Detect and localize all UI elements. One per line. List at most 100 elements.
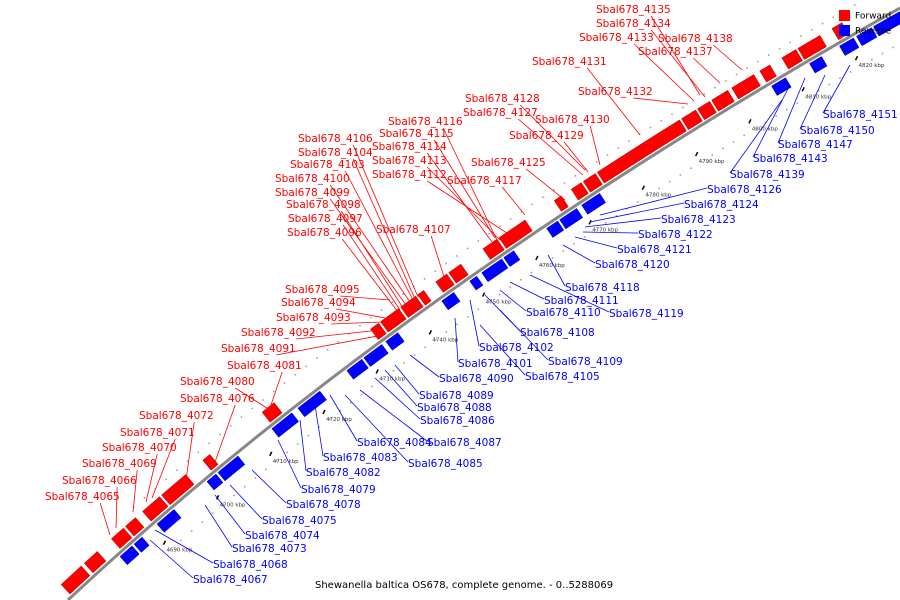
reverse-gene-label[interactable]: Sbal678_4087 xyxy=(427,437,502,449)
forward-gene-block[interactable] xyxy=(759,64,777,83)
forward-gene-block[interactable] xyxy=(498,219,533,249)
reverse-gene-label[interactable]: Sbal678_4143 xyxy=(753,153,828,165)
forward-gene-label[interactable]: Sbal678_4098 xyxy=(286,199,361,211)
forward-gene-label[interactable]: Sbal678_4092 xyxy=(241,327,316,339)
reverse-gene-label[interactable]: Sbal678_4120 xyxy=(595,259,670,271)
forward-gene-label[interactable]: Sbal678_4094 xyxy=(281,297,356,309)
reverse-gene-label[interactable]: Sbal678_4079 xyxy=(301,484,376,496)
forward-gene-block[interactable] xyxy=(111,527,133,549)
reverse-gene-label[interactable]: Sbal678_4147 xyxy=(778,139,853,151)
reverse-gene-label[interactable]: Sbal678_4082 xyxy=(306,467,381,479)
forward-gene-label[interactable]: Sbal678_4138 xyxy=(658,33,733,45)
reverse-gene-label[interactable]: Sbal678_4073 xyxy=(232,543,307,555)
reverse-gene-label[interactable]: Sbal678_4122 xyxy=(638,229,713,241)
reverse-gene-block[interactable] xyxy=(771,77,792,96)
reverse-gene-label[interactable]: Sbal678_4111 xyxy=(544,295,619,307)
forward-gene-block[interactable] xyxy=(83,551,107,574)
forward-gene-label[interactable]: Sbal678_4131 xyxy=(532,56,607,68)
reverse-gene-label[interactable]: Sbal678_4139 xyxy=(730,169,805,181)
forward-gene-label[interactable]: Sbal678_4071 xyxy=(120,427,195,439)
forward-gene-label[interactable]: Sbal678_4080 xyxy=(180,376,255,388)
reverse-gene-label[interactable]: Sbal678_4074 xyxy=(245,530,320,542)
forward-gene-block[interactable] xyxy=(570,182,589,201)
forward-gene-label[interactable]: Sbal678_4066 xyxy=(62,475,137,487)
forward-gene-block[interactable] xyxy=(582,173,603,193)
forward-gene-block[interactable] xyxy=(781,49,803,70)
forward-gene-block[interactable] xyxy=(400,295,424,318)
reverse-gene-block[interactable] xyxy=(271,412,299,438)
forward-gene-block[interactable] xyxy=(797,35,827,60)
reverse-gene-label[interactable]: Sbal678_4105 xyxy=(525,371,600,383)
reverse-gene-block[interactable] xyxy=(469,275,484,291)
forward-gene-label[interactable]: Sbal678_4091 xyxy=(221,343,296,355)
reverse-gene-label[interactable]: Sbal678_4089 xyxy=(419,390,494,402)
forward-gene-label[interactable]: Sbal678_4129 xyxy=(509,130,584,142)
reverse-gene-block[interactable] xyxy=(856,27,878,47)
forward-gene-label[interactable]: Sbal678_4135 xyxy=(596,4,671,16)
reverse-gene-label[interactable]: Sbal678_4124 xyxy=(684,199,759,211)
forward-gene-label[interactable]: Sbal678_4130 xyxy=(535,114,610,126)
forward-gene-block[interactable] xyxy=(697,101,717,121)
forward-gene-block[interactable] xyxy=(596,119,687,184)
reverse-gene-label[interactable]: Sbal678_4119 xyxy=(609,308,684,320)
reverse-gene-label[interactable]: Sbal678_4150 xyxy=(800,125,875,137)
reverse-gene-block[interactable] xyxy=(346,358,369,380)
forward-gene-block[interactable] xyxy=(435,273,455,293)
reverse-gene-label[interactable]: Sbal678_4078 xyxy=(286,499,361,511)
forward-gene-label[interactable]: Sbal678_4132 xyxy=(578,86,653,98)
reverse-gene-block[interactable] xyxy=(559,208,584,230)
reverse-gene-label[interactable]: Sbal678_4083 xyxy=(323,452,398,464)
forward-gene-label[interactable]: Sbal678_4134 xyxy=(596,18,671,30)
forward-gene-label[interactable]: Sbal678_4133 xyxy=(579,32,654,44)
forward-gene-block[interactable] xyxy=(731,74,761,100)
reverse-gene-label[interactable]: Sbal678_4067 xyxy=(193,574,268,586)
reverse-gene-label[interactable]: Sbal678_4110 xyxy=(526,307,601,319)
forward-gene-block[interactable] xyxy=(202,454,219,471)
forward-gene-label[interactable]: Sbal678_4127 xyxy=(463,107,538,119)
forward-gene-label[interactable]: Sbal678_4107 xyxy=(376,224,451,236)
reverse-gene-label[interactable]: Sbal678_4126 xyxy=(707,184,782,196)
forward-gene-block[interactable] xyxy=(380,308,407,333)
forward-gene-label[interactable]: Sbal678_4116 xyxy=(388,116,463,128)
reverse-gene-block[interactable] xyxy=(581,192,606,215)
reverse-gene-label[interactable]: Sbal678_4102 xyxy=(479,342,554,354)
forward-gene-label[interactable]: Sbal678_4103 xyxy=(290,159,365,171)
reverse-gene-block[interactable] xyxy=(119,545,140,566)
forward-gene-block[interactable] xyxy=(142,496,169,522)
forward-gene-block[interactable] xyxy=(417,290,432,306)
reverse-gene-block[interactable] xyxy=(206,473,224,491)
forward-gene-label[interactable]: Sbal678_4070 xyxy=(102,442,177,454)
reverse-gene-block[interactable] xyxy=(809,56,828,74)
forward-gene-label[interactable]: Sbal678_4093 xyxy=(276,312,351,324)
forward-gene-label[interactable]: Sbal678_4125 xyxy=(471,157,546,169)
reverse-gene-block[interactable] xyxy=(385,332,405,351)
reverse-gene-label[interactable]: Sbal678_4121 xyxy=(617,244,692,256)
forward-gene-label[interactable]: Sbal678_4112 xyxy=(372,169,447,181)
reverse-gene-block[interactable] xyxy=(503,250,521,267)
forward-gene-label[interactable]: Sbal678_4076 xyxy=(180,393,255,405)
reverse-gene-label[interactable]: Sbal678_4101 xyxy=(458,358,533,370)
forward-gene-block[interactable] xyxy=(553,195,569,212)
reverse-gene-label[interactable]: Sbal678_4084 xyxy=(357,437,432,449)
reverse-gene-label[interactable]: Sbal678_4151 xyxy=(823,109,898,121)
forward-gene-label[interactable]: Sbal678_4096 xyxy=(287,227,362,239)
reverse-gene-block[interactable] xyxy=(839,37,860,56)
forward-gene-label[interactable]: Sbal678_4069 xyxy=(82,458,157,470)
forward-gene-block[interactable] xyxy=(681,109,703,131)
forward-gene-label[interactable]: Sbal678_4137 xyxy=(638,46,713,58)
reverse-gene-block[interactable] xyxy=(133,536,150,553)
reverse-gene-block[interactable] xyxy=(441,292,461,311)
reverse-gene-block[interactable] xyxy=(546,220,565,238)
forward-gene-block[interactable] xyxy=(125,517,145,537)
reverse-gene-label[interactable]: Sbal678_4068 xyxy=(213,559,288,571)
forward-gene-block[interactable] xyxy=(711,89,735,112)
reverse-gene-label[interactable]: Sbal678_4075 xyxy=(262,515,337,527)
forward-gene-label[interactable]: Sbal678_4114 xyxy=(372,141,447,153)
reverse-gene-block[interactable] xyxy=(156,509,182,533)
forward-gene-label[interactable]: Sbal678_4081 xyxy=(227,360,302,372)
reverse-gene-label[interactable]: Sbal678_4088 xyxy=(417,402,492,414)
forward-gene-label[interactable]: Sbal678_4100 xyxy=(275,173,350,185)
reverse-gene-block[interactable] xyxy=(217,455,246,482)
reverse-gene-label[interactable]: Sbal678_4109 xyxy=(548,356,623,368)
reverse-gene-label[interactable]: Sbal678_4123 xyxy=(661,214,736,226)
